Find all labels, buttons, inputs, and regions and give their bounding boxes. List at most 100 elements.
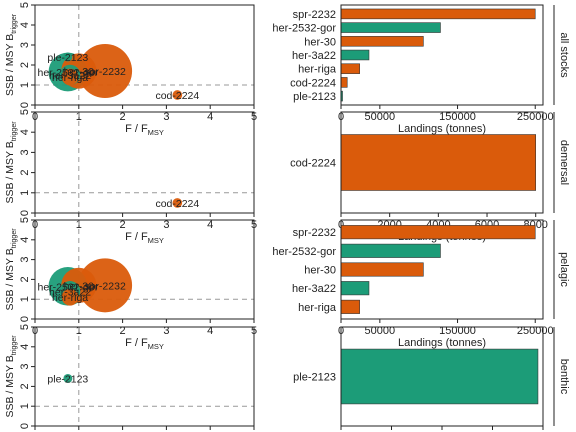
bar-category-label: her-3a22: [292, 50, 336, 62]
panel-strip-label: demersal: [558, 140, 570, 185]
y-tick-label: 1: [19, 296, 31, 302]
y-tick-label: 0: [19, 210, 31, 216]
y-tick-label: 1: [19, 190, 31, 196]
y-tick-label: 0: [19, 102, 31, 108]
bubble-label: her-2532-gor: [37, 281, 98, 293]
bar-category-label: her-2532-gor: [272, 23, 336, 35]
y-tick-label: 3: [19, 42, 31, 48]
y-axis-label: SSB / MSY Btrigger: [4, 121, 18, 204]
x-tick-label: 150000: [439, 325, 476, 337]
bubble-label: her-3a22: [49, 70, 91, 82]
bar-category-label: her-2532-gor: [272, 246, 336, 258]
bubble-label: cod-2224: [155, 198, 199, 210]
bar-category-label: cod-2224: [290, 158, 336, 170]
bar-her-2532-gor: [340, 22, 441, 33]
x-axis-label: F / FMSY: [125, 123, 164, 137]
bar-her-riga: [340, 63, 360, 74]
plot-frame: [34, 111, 255, 214]
y-tick-label: 0: [19, 316, 31, 322]
y-axis-label: SSB / MSY Btrigger: [4, 13, 18, 96]
bubble-label: spr-2232: [84, 66, 126, 78]
bar-panel: ple-21230500100015002000Landings (tonnes…: [293, 326, 570, 430]
y-tick-label: 5: [19, 324, 31, 330]
x-axis-label-main: F / F: [125, 231, 148, 243]
bar-her-30: [340, 262, 424, 277]
y-tick-label: 2: [19, 170, 31, 176]
x-tick-label: 2: [120, 219, 126, 231]
x-axis-label-sub: MSY: [148, 128, 164, 137]
bubble-label: spr-2232: [84, 280, 126, 292]
bubble-label: ple-2123: [47, 52, 88, 64]
bar-her-3a22: [340, 281, 370, 296]
bubble-her-riga: [61, 68, 79, 86]
y-axis-label: SSB / MSY Btrigger: [4, 335, 18, 418]
y-axis-label-main: SSB / MSY B: [4, 248, 16, 310]
y-tick-label: 4: [19, 237, 31, 243]
bubble-label: her-riga: [52, 72, 88, 84]
x-tick-label: 3: [163, 325, 169, 337]
x-tick-label: 150000: [439, 111, 476, 123]
y-axis-label-main: SSB / MSY B: [4, 34, 16, 96]
y-tick-label: 5: [19, 217, 31, 223]
bar-category-label: ple-2123: [293, 372, 336, 384]
plot-frame: [340, 4, 544, 106]
bar-spr-2232: [340, 225, 536, 240]
bubble-label: her-3a22: [49, 286, 91, 298]
x-tick-label: 4: [207, 325, 213, 337]
y-tick-label: 5: [19, 109, 31, 115]
bar-category-label: her-riga: [298, 302, 337, 314]
bar-category-label: her-riga: [298, 64, 337, 76]
y-tick-label: 5: [19, 2, 31, 8]
y-axis-label-sub: trigger: [11, 335, 18, 356]
x-tick-label: 4: [207, 219, 213, 231]
bubble-label: cod-2224: [155, 90, 199, 102]
x-tick-label: 2: [120, 111, 126, 123]
plot-frame: [340, 111, 544, 214]
bar-spr-2232: [340, 8, 536, 20]
x-axis-label: Landings (tonnes): [398, 337, 486, 349]
bubble-ple-2123: [63, 52, 73, 62]
panel-strip-label: all stocks: [558, 32, 570, 78]
plot-frame: [34, 326, 255, 427]
x-tick-label: 250000: [517, 111, 554, 123]
x-tick-label: 50000: [365, 325, 396, 337]
bar-category-label: her-30: [304, 36, 336, 48]
plot-frame: [340, 219, 544, 320]
bar-cod-2224: [340, 77, 348, 88]
scatter-panel: spr-2232her-2532-gorher-30her-3a22her-ri…: [4, 217, 257, 351]
y-tick-label: 4: [19, 129, 31, 135]
y-axis-label-sub: trigger: [11, 228, 18, 249]
x-axis-label-sub: MSY: [148, 236, 164, 245]
bar-cod-2224: [340, 134, 536, 191]
bar-category-label: her-30: [304, 265, 336, 277]
bar-her-riga: [340, 299, 360, 314]
y-tick-label: 1: [19, 82, 31, 88]
bubble-label: her-2532-gor: [37, 67, 98, 79]
bubble-label: her-riga: [52, 292, 88, 304]
y-tick-label: 4: [19, 344, 31, 350]
x-axis-label-sub: MSY: [148, 342, 164, 351]
bubble-her-riga: [61, 288, 79, 306]
scatter-panel: spr-2232her-2532-gorher-30her-3a22her-ri…: [4, 2, 257, 137]
y-tick-label: 3: [19, 149, 31, 155]
x-axis-label-main: F / F: [125, 337, 148, 349]
plot-frame: [34, 219, 255, 320]
y-axis-label: SSB / MSY Btrigger: [4, 228, 18, 311]
y-axis-label-sub: trigger: [11, 121, 18, 142]
bubble-label: her-30: [64, 66, 95, 78]
y-tick-label: 3: [19, 364, 31, 370]
bubble-label: ple-2123: [47, 373, 88, 385]
y-tick-label: 2: [19, 383, 31, 389]
bubble-spr-2232: [78, 258, 133, 313]
bar-category-label: cod-2224: [290, 77, 336, 89]
bar-category-label: spr-2232: [293, 9, 336, 21]
bubble-label: her-30: [64, 280, 95, 292]
bubble-cod-2224: [172, 90, 183, 100]
x-tick-label: 250000: [517, 325, 554, 337]
y-axis-label-main: SSB / MSY B: [4, 141, 16, 203]
bar-panel: spr-2232her-2532-gorher-30her-3a22her-ri…: [272, 219, 570, 349]
